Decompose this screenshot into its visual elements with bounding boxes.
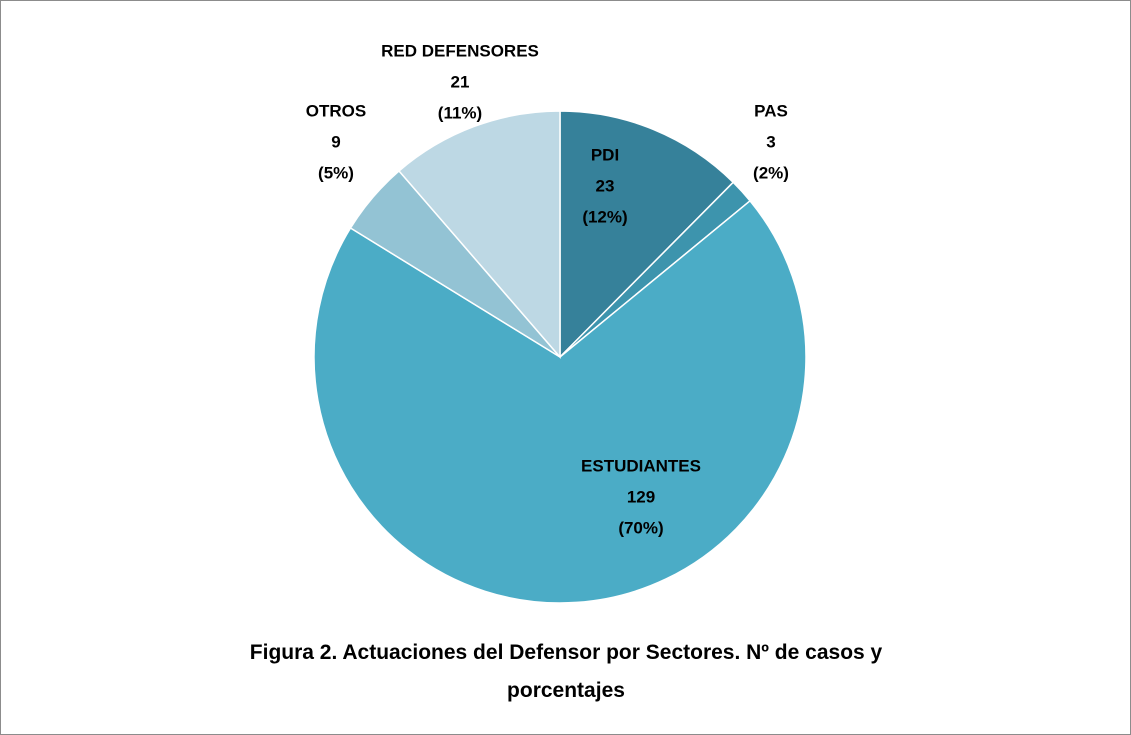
slice-value: 23	[596, 176, 615, 195]
slice-percent: (12%)	[582, 207, 627, 226]
slice-percent: (11%)	[438, 103, 482, 122]
slice-label: ESTUDIANTES	[581, 456, 701, 475]
slice-percent: (5%)	[318, 163, 354, 182]
slice-percent: (2%)	[753, 163, 789, 182]
slice-label: PAS	[754, 101, 788, 120]
slice-label: RED DEFENSORES	[381, 41, 539, 60]
pie-slice	[397, 110, 561, 360]
slice-label: PDI	[591, 145, 619, 164]
slice-label: OTROS	[306, 101, 366, 120]
chart-title: Figura 2. Actuaciones del Defensor por S…	[249, 641, 883, 702]
slice-value: 3	[766, 132, 775, 151]
chart: PDI 23 (12%) PAS 3 (2%) ESTUDIANTES 129 (70%) OTR…	[306, 41, 807, 604]
slice-value: 21	[451, 72, 470, 91]
slice-percent: (70%)	[618, 518, 663, 537]
slice-value: 9	[331, 132, 340, 151]
pie-slice	[313, 199, 807, 604]
slice-value: 129	[627, 487, 655, 506]
pie-slice	[559, 110, 735, 359]
